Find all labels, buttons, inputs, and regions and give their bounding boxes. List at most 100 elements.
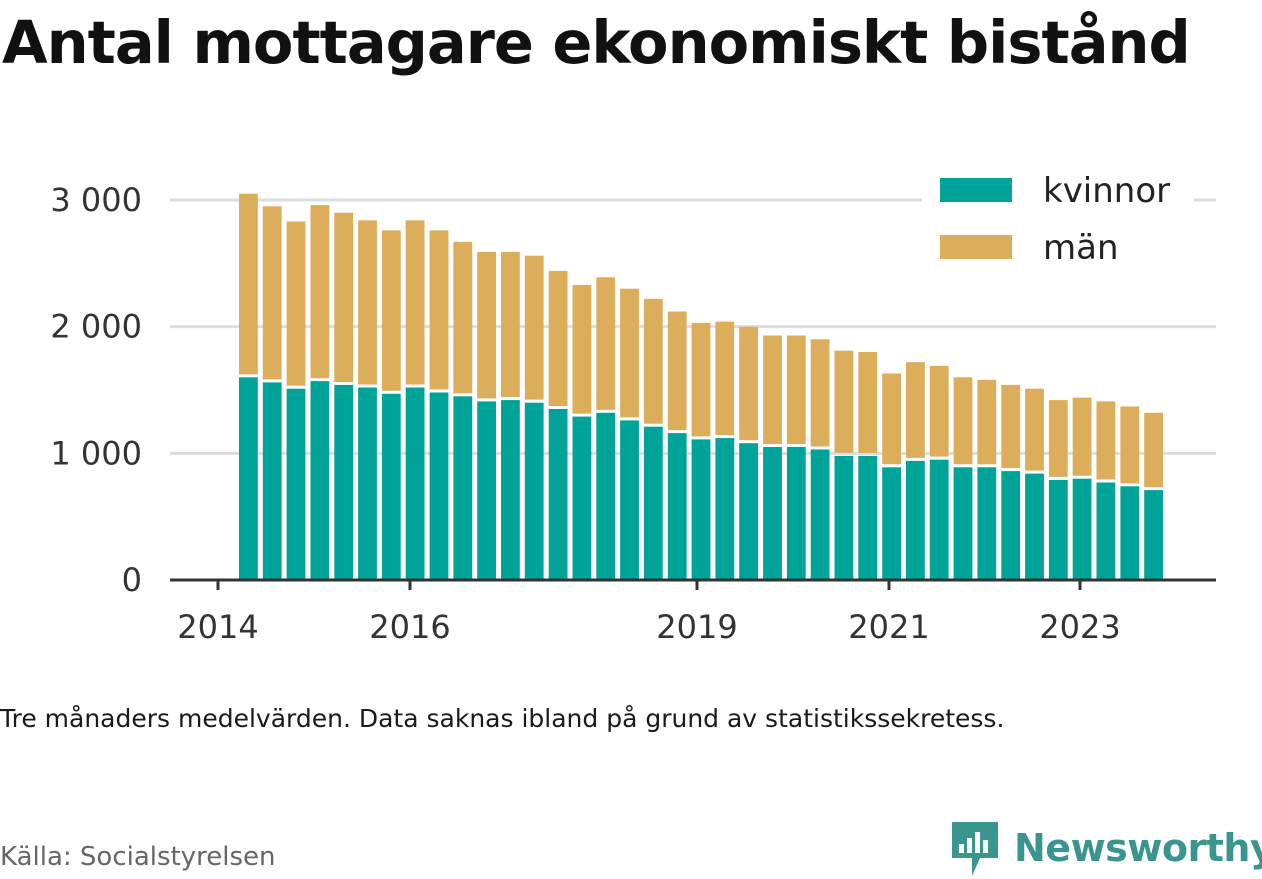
bar-man (810, 339, 830, 447)
bar-kvinnor (1144, 490, 1163, 580)
bar-man (667, 311, 687, 431)
x-tick-label: 2019 (656, 608, 737, 646)
y-tick-label: 0 (122, 561, 142, 599)
bar-kvinnor (834, 455, 854, 580)
legend-swatch (940, 178, 1012, 202)
bar-man (239, 193, 258, 375)
bar-man (1048, 400, 1068, 477)
bar-kvinnor (929, 459, 949, 580)
bar-man (453, 241, 473, 394)
bar-kvinnor (786, 447, 806, 580)
stacked-bar-chart: 0 1 000 2 000 3 000 2014 2016 2019 2021 2023 kvi… (50, 168, 1216, 646)
brand-name: Newsworthy (1014, 826, 1262, 870)
bar-man (310, 205, 330, 379)
bar-kvinnor (358, 387, 377, 580)
bar-kvinnor (1025, 473, 1044, 580)
bar-man (596, 277, 616, 410)
bar-kvinnor (1048, 479, 1068, 580)
x-tick-label: 2014 (177, 608, 258, 646)
bar-kvinnor (381, 393, 401, 580)
legend-label: kvinnor (1043, 171, 1170, 211)
bar-man (1096, 401, 1116, 480)
y-tick-label: 1 000 (50, 434, 142, 472)
bar-man (1072, 397, 1092, 476)
source-label: Källa: Socialstyrelsen (0, 842, 276, 872)
chart-title: Antal mottagare ekonomiskt bistånd (2, 8, 1191, 77)
bar-man (1120, 406, 1140, 484)
bar-man (1025, 388, 1044, 471)
x-tick-label: 2021 (848, 608, 929, 646)
bar-man (953, 377, 973, 465)
bar-man (858, 352, 878, 453)
bar-man (501, 251, 520, 398)
bar-man (834, 350, 854, 453)
bar-man (381, 230, 401, 391)
bar-kvinnor (239, 377, 258, 580)
bar-man (548, 270, 568, 406)
bar-man (786, 335, 806, 444)
bar-man (334, 212, 354, 382)
bar-kvinnor (572, 416, 592, 580)
bar-man (763, 335, 782, 444)
bar-kvinnor (620, 420, 639, 580)
bar-kvinnor (977, 467, 997, 580)
bar-kvinnor (1120, 486, 1140, 580)
chart-note: Tre månaders medelvärden. Data saknas ib… (0, 704, 1005, 733)
legend-label: män (1043, 228, 1119, 268)
axes: 0 1 000 2 000 3 000 2014 2016 2019 2021 2023 (50, 181, 1216, 646)
bar-man (977, 379, 997, 465)
bar-kvinnor (691, 439, 711, 580)
bar-kvinnor (429, 392, 449, 580)
bar-kvinnor (715, 438, 735, 580)
bar-kvinnor (858, 455, 878, 580)
bar-kvinnor (310, 381, 330, 580)
bar-kvinnor (453, 396, 473, 580)
bars (239, 193, 1163, 580)
bar-man (882, 373, 901, 465)
bar-kvinnor (882, 467, 901, 580)
bar-kvinnor (286, 388, 306, 580)
bar-man (405, 220, 425, 385)
bar-man (524, 255, 544, 400)
bar-man (1001, 384, 1021, 468)
y-tick-label: 3 000 (50, 181, 142, 219)
bar-kvinnor (1072, 478, 1092, 580)
legend: kvinnor män (922, 168, 1194, 280)
bar-man (358, 220, 377, 385)
bar-kvinnor (763, 447, 782, 580)
bar-kvinnor (810, 449, 830, 580)
bar-man (262, 206, 282, 380)
bar-man (429, 230, 449, 390)
bar-man (715, 321, 735, 436)
bar-kvinnor (1096, 482, 1116, 580)
bar-kvinnor (548, 409, 568, 580)
bar-kvinnor (524, 402, 544, 580)
bar-man (929, 365, 949, 457)
x-tick-label: 2023 (1039, 608, 1120, 646)
x-tick-label: 2016 (369, 608, 450, 646)
bar-kvinnor (667, 433, 687, 580)
bar-man (643, 298, 663, 424)
bar-man (477, 251, 496, 399)
bar-kvinnor (1001, 471, 1021, 580)
bar-kvinnor (906, 460, 925, 580)
bar-kvinnor (739, 443, 758, 580)
bar-man (739, 326, 758, 441)
newsworthy-logo-icon (952, 822, 998, 876)
legend-swatch (940, 235, 1012, 259)
y-tick-label: 2 000 (50, 308, 142, 346)
brand-logo[interactable]: Newsworthy (950, 818, 1262, 878)
bar-man (286, 221, 306, 386)
bar-kvinnor (596, 412, 616, 580)
bar-kvinnor (262, 382, 282, 580)
bar-kvinnor (334, 384, 354, 580)
bar-man (620, 288, 639, 418)
bar-kvinnor (501, 400, 520, 580)
bar-man (1144, 412, 1163, 488)
bar-kvinnor (953, 467, 973, 580)
bar-man (906, 362, 925, 458)
bar-kvinnor (477, 401, 496, 580)
bar-kvinnor (405, 387, 425, 580)
bar-man (572, 284, 592, 414)
bar-kvinnor (643, 426, 663, 580)
